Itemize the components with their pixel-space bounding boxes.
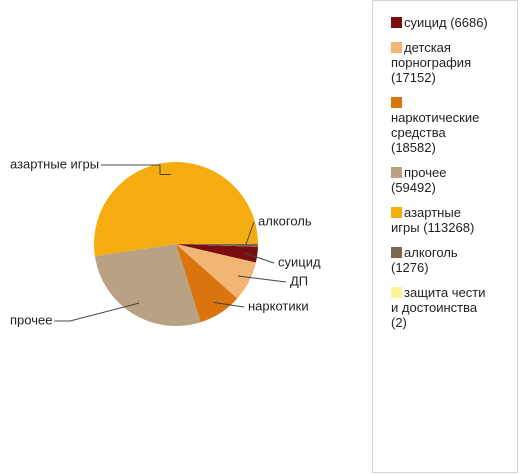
legend: суицид (6686) детская порнография (17152)… xyxy=(372,0,518,473)
slice-label: прочее xyxy=(10,312,52,327)
pie-slice xyxy=(94,162,258,257)
slice-label: ДП xyxy=(290,273,308,288)
legend-label: защита чести и достоинства xyxy=(391,285,486,315)
legend-entry: алкоголь (1276) xyxy=(391,245,491,275)
legend-entry: суицид (6686) xyxy=(391,15,491,30)
callout-line xyxy=(245,221,255,246)
legend-value: (59492) xyxy=(391,180,436,195)
legend-label: детская порнография xyxy=(391,40,472,70)
slice-label: наркотики xyxy=(248,298,309,313)
legend-label: суицид xyxy=(404,15,447,30)
slice-label: суицид xyxy=(278,254,321,269)
legend-swatch xyxy=(391,247,402,258)
legend-value: (2) xyxy=(391,315,407,330)
legend-value: (113268) xyxy=(423,220,475,235)
callout-line xyxy=(101,164,171,175)
callout-line xyxy=(237,275,287,283)
legend-swatch xyxy=(391,287,402,298)
legend-swatch xyxy=(391,167,402,178)
legend-value: (6686) xyxy=(450,15,488,30)
legend-entry: наркотические средства (18582) xyxy=(391,95,491,155)
legend-entry: детская порнография (17152) xyxy=(391,40,491,85)
legend-swatch xyxy=(391,97,402,108)
callout-line xyxy=(54,302,140,322)
slice-label: алкоголь xyxy=(258,213,312,228)
legend-value: (18582) xyxy=(391,140,436,155)
legend-label: азартные игры xyxy=(391,205,461,235)
legend-entry: азартные игры (113268) xyxy=(391,205,491,235)
pie-slice xyxy=(176,244,256,299)
legend-swatch xyxy=(391,207,402,218)
legend-swatch xyxy=(391,42,402,53)
callout-line xyxy=(213,302,245,308)
legend-entry: защита чести и достоинства (2) xyxy=(391,285,491,330)
legend-entry: прочее (59492) xyxy=(391,165,491,195)
chart: суицид ДП наркотики прочее азартные игры алко… xyxy=(10,156,321,327)
pie-slice xyxy=(94,244,201,326)
legend-label: наркотические средства xyxy=(391,110,480,140)
pie-slice xyxy=(176,244,258,263)
legend-swatch xyxy=(391,17,402,28)
callout-line xyxy=(244,252,275,264)
legend-label: прочее xyxy=(404,165,447,180)
legend-value: (1276) xyxy=(391,260,429,275)
slice-label: азартные игры xyxy=(10,156,99,171)
pie-slice xyxy=(176,243,258,247)
legend-value: (17152) xyxy=(391,70,436,85)
legend-label: алкоголь xyxy=(404,245,458,260)
pie-slice xyxy=(176,244,238,323)
pie-slice xyxy=(176,244,258,247)
